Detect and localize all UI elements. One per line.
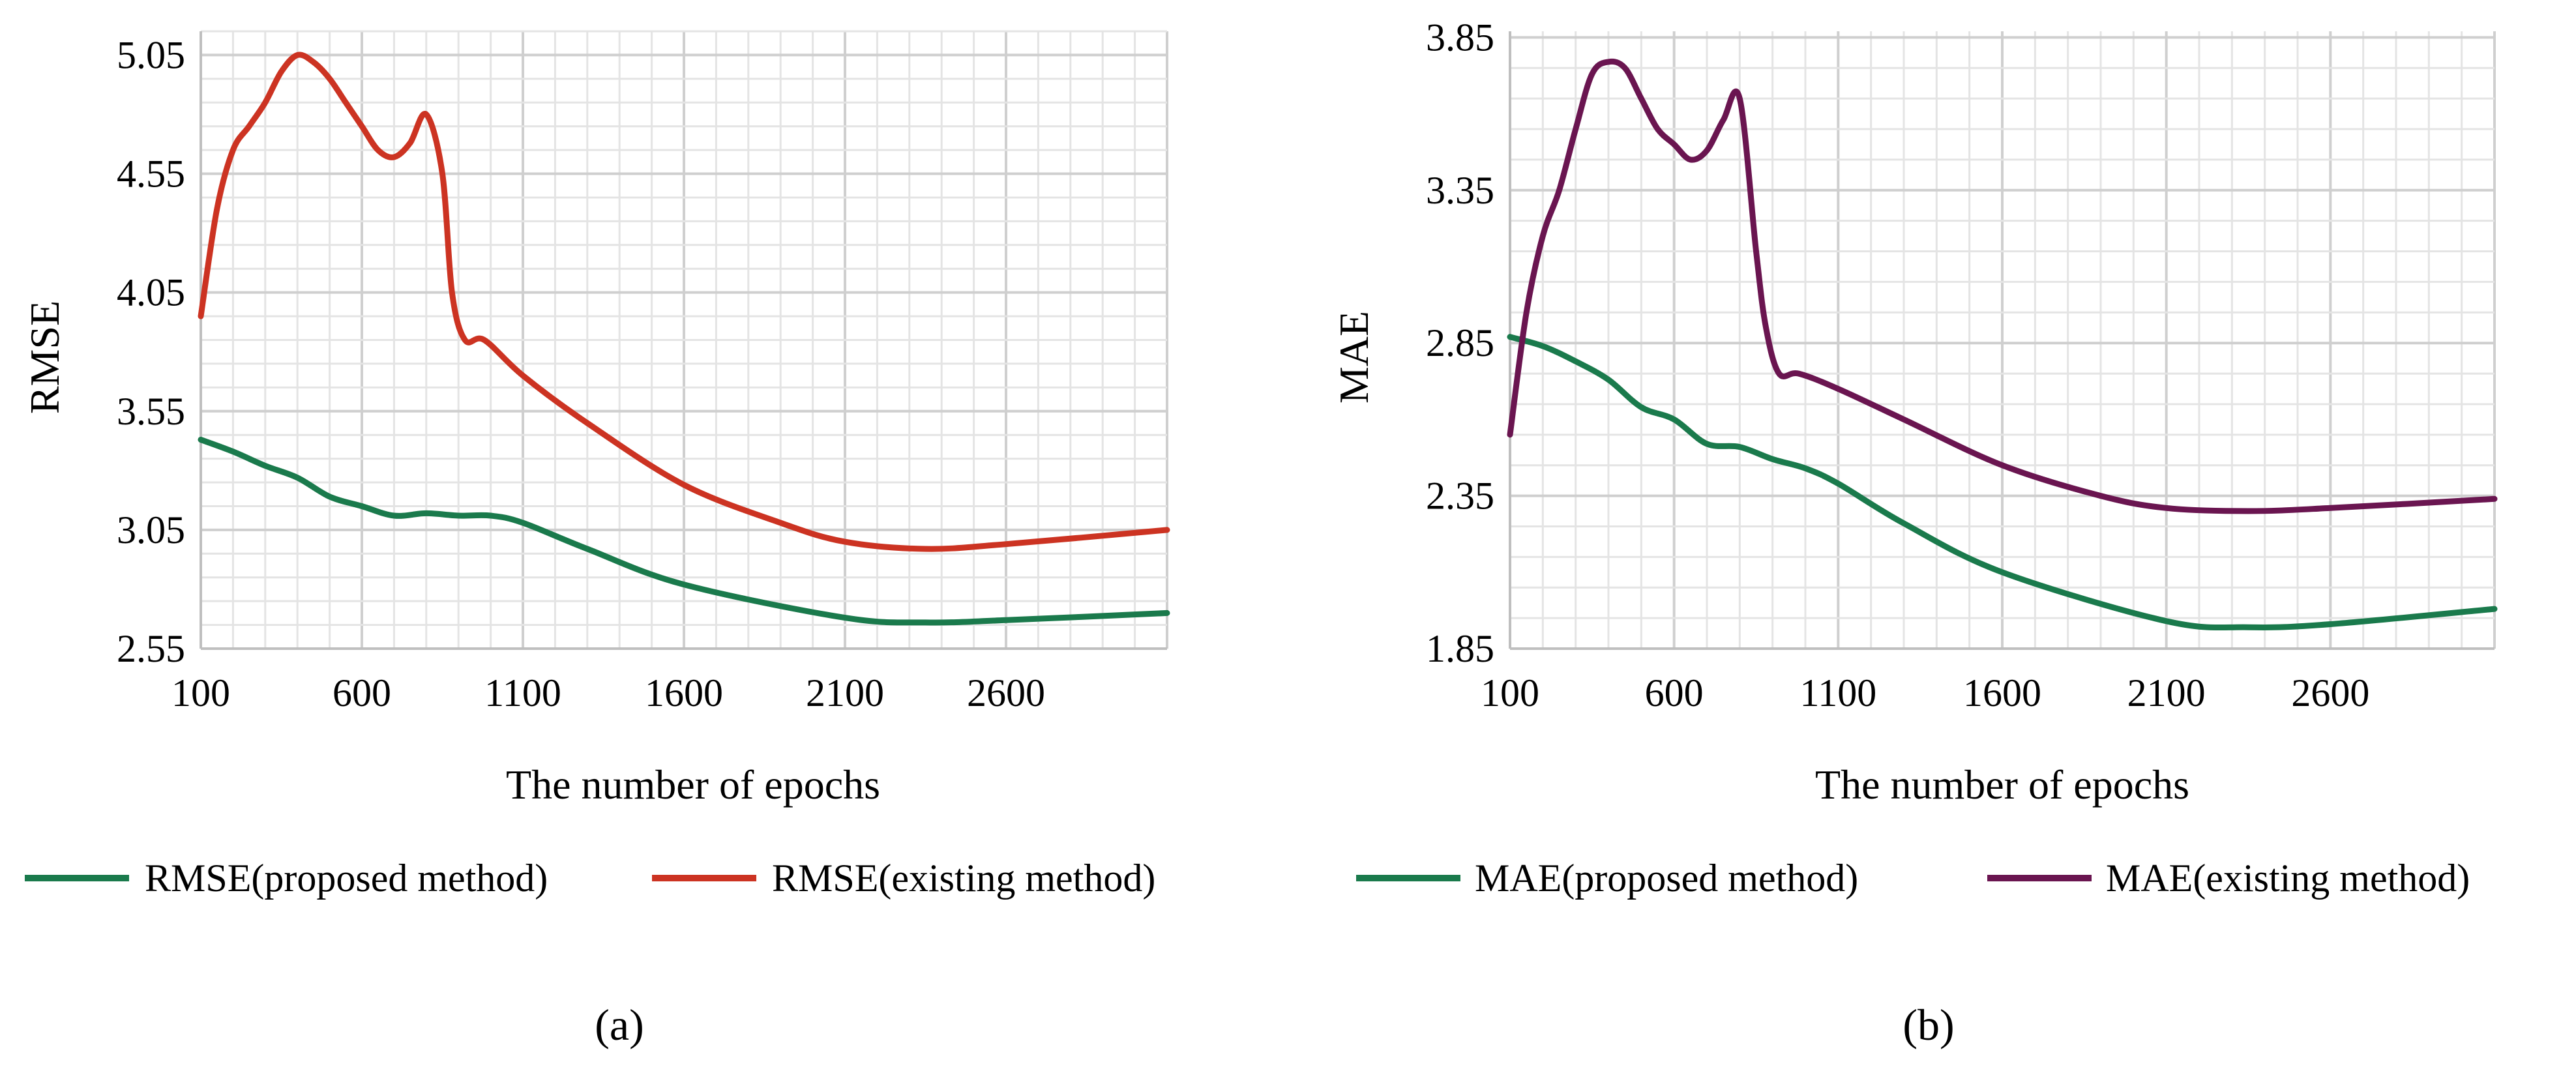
series-b <box>1507 58 2498 631</box>
legend-b: MAE(proposed method) MAE(existing method) <box>1356 857 2470 900</box>
x-tick-label: 600 <box>333 671 391 714</box>
chart-panel-a: 100 600 1100 1600 2100 2600 2.55 3.05 3.55 4.05 4.… <box>22 30 1170 1050</box>
legend-label-b-2: MAE(existing method) <box>2106 857 2470 900</box>
x-tick-label: 100 <box>171 671 230 714</box>
legend-label-a-2: RMSE(existing method) <box>772 857 1155 900</box>
panel-label-a: (a) <box>595 1000 644 1050</box>
y-tick-label: 4.05 <box>117 271 185 314</box>
legend-a: RMSE(proposed method) RMSE(existing metho… <box>25 857 1155 900</box>
series-line-a-2 <box>198 51 1170 552</box>
x-tick-label: 1100 <box>1799 671 1876 714</box>
tick-labels-a: 100 600 1100 1600 2100 2600 2.55 3.05 3.55 4.05 4.… <box>117 33 1045 714</box>
y-tick-label: 4.55 <box>117 153 185 196</box>
axes-a <box>200 31 1167 650</box>
x-axis-label-a: The number of epochs <box>506 761 880 808</box>
chart-panel-b: 100 600 1100 1600 2100 2600 1.85 2.35 2.85 3.35 3.… <box>1331 16 2498 1050</box>
x-tick-label: 2600 <box>967 671 1045 714</box>
y-tick-label: 3.85 <box>1426 16 1494 59</box>
series-line-b-1 <box>1507 334 2498 631</box>
y-tick-label: 3.35 <box>1426 169 1494 212</box>
y-tick-label: 3.05 <box>117 508 185 551</box>
y-tick-label: 1.85 <box>1426 627 1494 670</box>
x-tick-label: 600 <box>1645 671 1704 714</box>
x-tick-label: 1600 <box>645 671 723 714</box>
x-tick-label: 2100 <box>806 671 884 714</box>
y-tick-label: 2.35 <box>1426 475 1494 518</box>
axes-b <box>1509 31 2495 650</box>
legend-label-b-1: MAE(proposed method) <box>1475 857 1858 900</box>
tick-labels-b: 100 600 1100 1600 2100 2600 1.85 2.35 2.85 3.35 3.… <box>1426 16 2369 714</box>
y-tick-label: 5.05 <box>117 33 185 76</box>
x-tick-label: 1100 <box>484 671 561 714</box>
y-axis-label-b: MAE <box>1331 311 1377 404</box>
series-line-b-2 <box>1507 58 2498 514</box>
y-tick-label: 2.55 <box>117 627 185 670</box>
panel-label-b: (b) <box>1902 1000 1954 1050</box>
gridlines-b <box>1510 31 2496 650</box>
y-tick-label: 3.55 <box>117 390 185 433</box>
x-tick-label: 1600 <box>1963 671 2041 714</box>
legend-label-a-1: RMSE(proposed method) <box>145 857 548 900</box>
x-tick-label: 2600 <box>2291 671 2369 714</box>
x-tick-label: 100 <box>1481 671 1539 714</box>
x-axis-label-b: The number of epochs <box>1815 761 2189 808</box>
gridlines-a <box>201 30 1168 650</box>
series-line-a-1 <box>198 437 1170 626</box>
x-tick-label: 2100 <box>2127 671 2206 714</box>
y-tick-label: 2.85 <box>1426 321 1494 364</box>
series-a <box>198 51 1170 626</box>
y-axis-label-a: RMSE <box>22 301 68 414</box>
